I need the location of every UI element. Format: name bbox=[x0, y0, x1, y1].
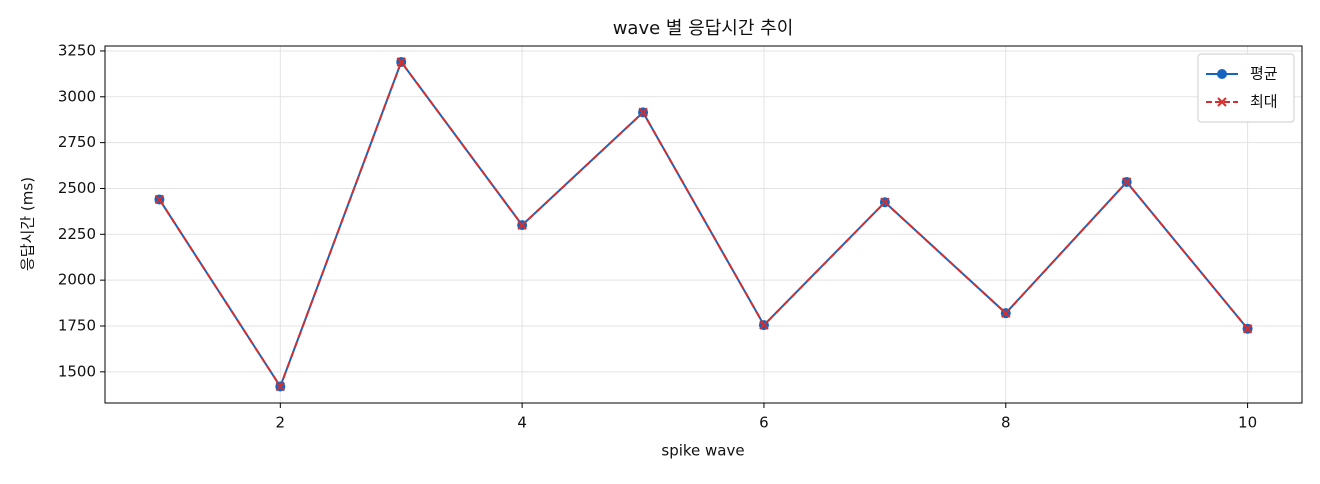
marker bbox=[275, 381, 286, 392]
legend-label: 평균 bbox=[1250, 65, 1278, 83]
marker bbox=[1121, 177, 1132, 187]
series-line bbox=[158, 59, 1249, 389]
marker bbox=[517, 220, 527, 230]
y-tick-label: 2500 bbox=[58, 179, 96, 197]
y-axis-label: 응답시간 (ms) bbox=[19, 177, 37, 271]
x-tick-label: 10 bbox=[1238, 414, 1257, 432]
legend-label: 최대 bbox=[1250, 93, 1278, 111]
legend-marker bbox=[1217, 97, 1227, 107]
marker bbox=[1001, 308, 1011, 318]
marker bbox=[638, 107, 648, 118]
marker bbox=[154, 194, 165, 205]
x-tick-label: 8 bbox=[1001, 414, 1011, 432]
marker bbox=[396, 57, 406, 67]
y-tick-label: 1750 bbox=[58, 316, 96, 334]
y-tick-label: 2250 bbox=[58, 225, 96, 243]
y-tick-label: 3250 bbox=[58, 41, 96, 59]
legend-marker bbox=[1217, 69, 1227, 79]
x-tick-label: 2 bbox=[276, 414, 286, 432]
y-tick-label: 2750 bbox=[58, 133, 96, 151]
marker bbox=[880, 197, 890, 207]
y-tick-label: 1500 bbox=[58, 362, 96, 380]
marker bbox=[1242, 324, 1253, 334]
plot-frame bbox=[104, 45, 1303, 404]
x-tick-label: 6 bbox=[759, 414, 769, 432]
marker bbox=[759, 320, 769, 330]
series-line bbox=[158, 59, 1249, 389]
y-tick-label: 2000 bbox=[58, 271, 96, 289]
x-axis-label: spike wave bbox=[661, 442, 744, 460]
x-tick-label: 4 bbox=[517, 414, 527, 432]
y-tick-label: 3000 bbox=[58, 87, 96, 105]
legend-box bbox=[1197, 53, 1295, 123]
chart-title: wave 별 응답시간 추이 bbox=[613, 18, 794, 39]
